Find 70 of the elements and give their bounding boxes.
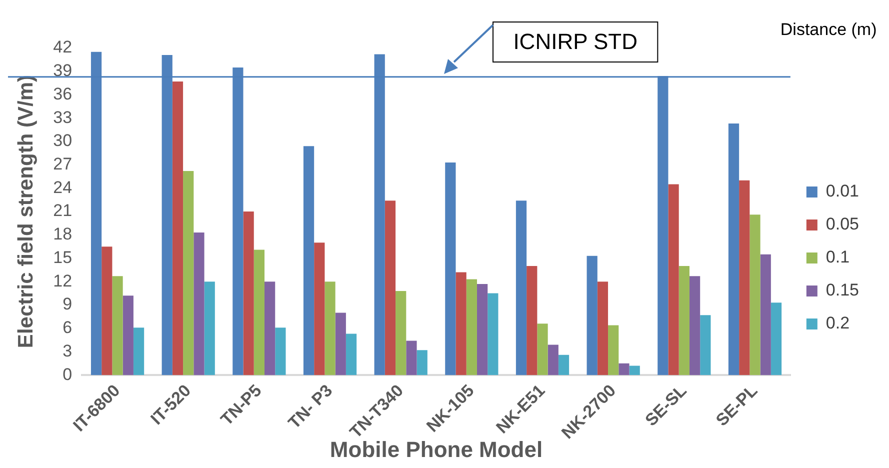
bar	[324, 282, 336, 376]
bar	[406, 340, 417, 376]
bar	[456, 272, 466, 376]
bar	[183, 171, 194, 376]
bar	[618, 363, 630, 376]
bar	[303, 146, 314, 376]
bar	[597, 282, 608, 376]
bar	[770, 302, 782, 376]
bar	[668, 184, 679, 376]
y-tick-label: 6	[62, 318, 72, 338]
legend-label: 0.1	[826, 248, 850, 267]
y-tick-label: 33	[53, 108, 72, 127]
y-tick-label: 9	[62, 294, 72, 314]
bar	[548, 344, 558, 376]
bar	[678, 266, 690, 376]
bar	[466, 279, 477, 376]
bar	[112, 276, 123, 376]
bar	[526, 266, 538, 376]
bar	[488, 293, 498, 376]
y-tick-label: 12	[53, 271, 72, 290]
bar	[396, 290, 406, 376]
bar	[335, 312, 346, 376]
y-tick-label: 42	[53, 38, 72, 57]
bar	[516, 200, 527, 376]
bar	[264, 282, 276, 376]
bar	[102, 246, 112, 376]
bar	[416, 350, 428, 376]
x-axis-title: Mobile Phone Model	[330, 436, 543, 462]
bar	[314, 242, 325, 376]
legend-label: 0.01	[826, 182, 860, 201]
bar	[608, 325, 619, 376]
bar	[172, 81, 184, 376]
y-tick-label: 30	[53, 131, 72, 150]
legend-label: 0.2	[826, 314, 850, 333]
bar	[689, 276, 700, 376]
bar	[346, 334, 357, 376]
bar	[629, 366, 640, 376]
bar	[760, 254, 771, 376]
bar	[586, 256, 598, 376]
bar	[476, 284, 488, 376]
bar	[194, 232, 204, 376]
y-tick-label: 15	[53, 248, 72, 267]
bar	[537, 324, 548, 376]
y-tick-label: 39	[53, 61, 72, 80]
legend-label: 0.15	[826, 280, 860, 300]
legend-label: ICNIRP STD	[513, 29, 638, 54]
legend-title: Distance (m)	[780, 20, 877, 40]
bar	[254, 250, 264, 376]
bar	[133, 328, 144, 376]
bar	[445, 162, 456, 376]
bar	[739, 180, 750, 376]
y-tick-label: 24	[53, 178, 72, 197]
y-axis-title: Electric field strength (V/m)	[14, 75, 38, 348]
y-tick-label: 0	[62, 364, 72, 384]
bar	[204, 282, 215, 376]
y-tick-label: 3	[62, 341, 72, 360]
bar	[122, 296, 134, 376]
legend-label: 0.05	[826, 214, 860, 234]
bar	[384, 200, 396, 376]
bar	[243, 212, 254, 376]
bar	[750, 214, 760, 376]
y-tick-label: 18	[53, 224, 72, 244]
bar	[700, 315, 711, 376]
bar	[728, 124, 740, 376]
x-tick-label: TN- P3	[284, 380, 336, 432]
y-tick-label: 36	[53, 84, 72, 104]
bar	[275, 328, 286, 376]
y-tick-label: 27	[53, 154, 72, 174]
bar	[558, 354, 570, 376]
y-tick-label: 21	[53, 201, 72, 220]
